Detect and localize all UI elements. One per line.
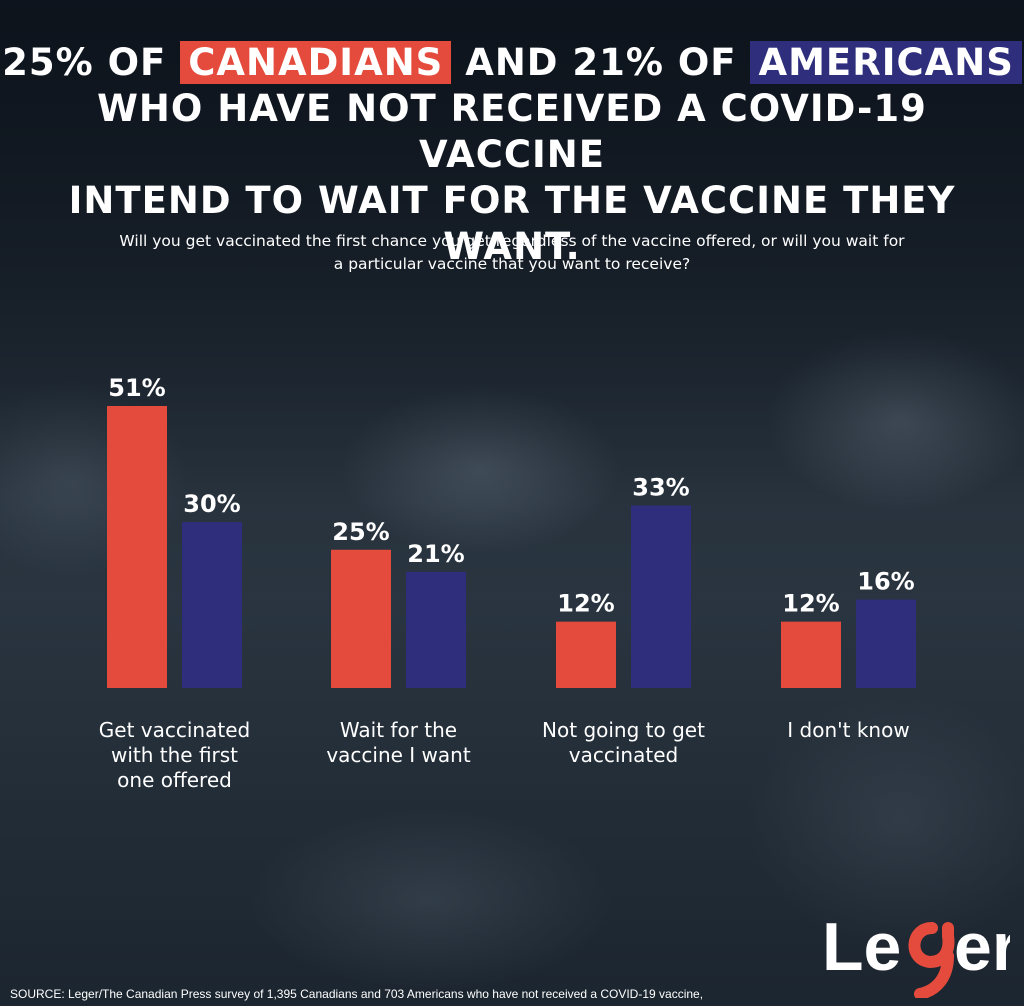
data-label-series-1-cat-1: 51% xyxy=(108,374,165,402)
category-label-1-line-2: with the first xyxy=(110,743,239,767)
headline-text-2: AND 21% OF xyxy=(451,41,751,84)
headline-line-3: INTEND TO WAIT FOR THE VACCINE THEY WANT… xyxy=(68,179,956,268)
source-note: SOURCE: Leger/The Canadian Press survey … xyxy=(10,987,704,1001)
data-label-series-2-cat-2: 21% xyxy=(407,540,464,568)
category-label-3: Not going to get vaccinated xyxy=(519,718,729,768)
leger-logo: Le er xyxy=(822,909,1010,998)
survey-question-line-2: a particular vaccine that you want to re… xyxy=(333,255,691,273)
data-label-series-2-cat-1: 30% xyxy=(183,490,240,518)
category-label-1: Get vaccinated with the first one offered xyxy=(70,718,280,793)
bar-series-1-cat-4 xyxy=(781,621,841,688)
leger-logo-g-mark xyxy=(908,922,955,998)
category-label-3-line-1: Not going to get xyxy=(542,718,705,742)
survey-question-line-1: Will you get vaccinated the first chance… xyxy=(119,232,905,250)
leger-logo-text: Le xyxy=(822,909,901,985)
bar-series-2-cat-4 xyxy=(856,599,916,688)
category-label-4: I don't know xyxy=(744,718,954,743)
category-label-1-line-1: Get vaccinated xyxy=(98,718,251,742)
headline-line-2: WHO HAVE NOT RECEIVED A COVID-19 VACCINE xyxy=(97,87,927,176)
data-label-series-1-cat-4: 12% xyxy=(782,590,839,618)
data-label-series-2-cat-4: 16% xyxy=(857,568,914,596)
bar-series-1-cat-1 xyxy=(107,406,167,688)
americans-highlight: AMERICANS xyxy=(750,41,1022,84)
category-label-2-line-2: vaccine I want xyxy=(326,743,471,767)
category-label-2: Wait for the vaccine I want xyxy=(294,718,504,768)
bar-series-2-cat-3 xyxy=(631,505,691,688)
survey-question: Will you get vaccinated the first chance… xyxy=(40,230,984,276)
headline-text-1: 25% OF xyxy=(2,41,181,84)
category-label-3-line-2: vaccinated xyxy=(568,743,679,767)
data-label-series-1-cat-2: 25% xyxy=(332,518,389,546)
bar-series-1-cat-3 xyxy=(556,621,616,688)
data-label-series-1-cat-3: 12% xyxy=(557,590,614,618)
category-label-2-line-1: Wait for the xyxy=(339,718,458,742)
headline-line-1: 25% OF CANADIANS AND 21% OF AMERICANS xyxy=(0,40,1024,86)
category-label-1-line-3: one offered xyxy=(117,768,232,792)
canadians-highlight: CANADIANS xyxy=(180,41,452,84)
headline: 25% OF CANADIANS AND 21% OF AMERICANS WH… xyxy=(0,40,1024,270)
data-label-series-2-cat-3: 33% xyxy=(632,474,689,502)
category-label-4-line-1: I don't know xyxy=(787,718,910,742)
bar-series-1-cat-2 xyxy=(331,549,391,688)
bar-series-2-cat-2 xyxy=(406,571,466,688)
bar-series-2-cat-1 xyxy=(182,522,242,688)
leger-logo-text-end: er xyxy=(954,909,1010,985)
